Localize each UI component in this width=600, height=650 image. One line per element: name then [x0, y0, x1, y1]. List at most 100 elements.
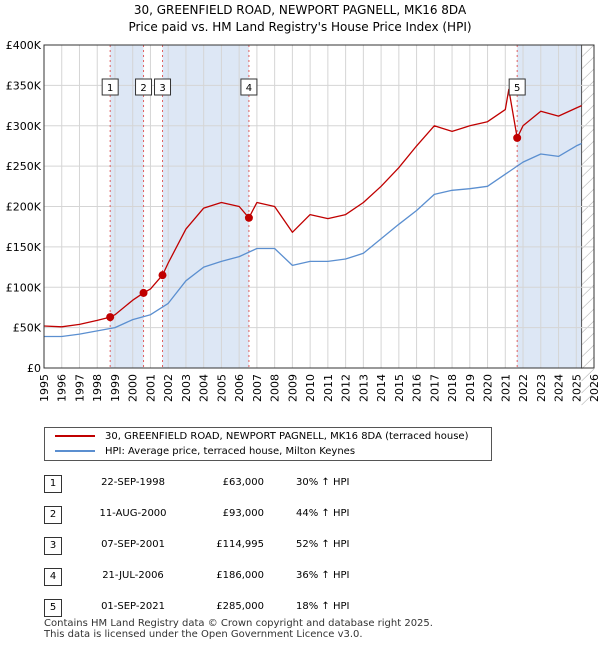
shaded-ranges — [110, 44, 595, 406]
legend-label-hpi: HPI: Average price, terraced house, Milt… — [105, 446, 356, 457]
x-tick-label: 2000 — [127, 374, 140, 402]
transaction-date: 21-JUL-2006 — [102, 570, 164, 581]
future-hatch — [581, 392, 595, 406]
future-hatch — [581, 140, 595, 154]
y-tick-label: £50K — [13, 322, 42, 335]
x-tick-label: 2025 — [570, 374, 583, 402]
x-tick-label: 2003 — [180, 374, 193, 402]
future-hatch — [581, 164, 595, 178]
future-hatch — [581, 92, 595, 106]
y-tick-label: £100K — [6, 281, 42, 294]
transaction-price: £63,000 — [222, 477, 264, 488]
transaction-hpi-change: 44% ↑ HPI — [296, 508, 350, 519]
x-tick-label: 2010 — [304, 374, 317, 402]
x-tick-label: 2015 — [393, 374, 406, 402]
x-tick-label: 2005 — [215, 374, 228, 402]
transaction-row-3: 3 07-SEP-2001 £114,995 52% ↑ HPI — [44, 537, 404, 555]
transaction-hpi-change: 36% ↑ HPI — [296, 570, 350, 581]
legend-item-hpi: HPI: Average price, terraced house, Milt… — [55, 445, 355, 459]
transaction-number: 5 — [44, 599, 62, 617]
future-hatch — [581, 80, 595, 94]
plot-frame — [43, 44, 595, 369]
transaction-point-2 — [139, 288, 148, 297]
future-hatch — [581, 128, 595, 142]
x-tick-label: 2009 — [286, 374, 299, 402]
transaction-date: 22-SEP-1998 — [101, 477, 165, 488]
legend-swatch-hpi — [55, 450, 95, 452]
x-axis-ticks: 1995 1996 1997 1998 1999 2000 2001 2002 2003 2004… — [38, 374, 600, 402]
x-tick-label: 2014 — [375, 374, 388, 402]
transaction-number: 2 — [44, 506, 62, 524]
x-tick-label: 2018 — [446, 374, 459, 402]
transaction-marker-label-2: 2 — [140, 83, 146, 94]
x-tick-label: 2012 — [340, 374, 353, 402]
y-tick-label: £350K — [6, 79, 42, 92]
transaction-date: 01-SEP-2021 — [101, 601, 165, 612]
transaction-price: £114,995 — [216, 539, 264, 550]
future-hatch — [581, 356, 595, 370]
x-tick-label: 1995 — [38, 374, 51, 402]
transaction-row-1: 1 22-SEP-1998 £63,000 30% ↑ HPI — [44, 475, 404, 493]
x-tick-label: 1997 — [73, 374, 86, 402]
transaction-point-5 — [513, 133, 522, 142]
legend-label-property: 30, GREENFIELD ROAD, NEWPORT PAGNELL, MK… — [105, 431, 469, 442]
future-hatch — [581, 308, 595, 322]
x-tick-label: 1998 — [91, 374, 104, 402]
future-hatch — [581, 44, 595, 58]
x-tick-label: 2001 — [144, 374, 157, 402]
x-tick-label: 2008 — [269, 374, 282, 402]
x-tick-label: 1996 — [56, 374, 69, 402]
y-tick-label: £300K — [6, 120, 42, 133]
x-tick-label: 2016 — [411, 374, 424, 402]
hpi-line — [44, 142, 582, 338]
x-tick-label: 2013 — [357, 374, 370, 402]
transaction-points — [106, 133, 522, 322]
y-tick-label: £150K — [6, 241, 42, 254]
future-hatch — [581, 260, 595, 274]
future-hatch — [581, 212, 595, 226]
transaction-date: 07-SEP-2001 — [101, 539, 165, 550]
transaction-date: 11-AUG-2000 — [99, 508, 167, 519]
x-tick-label: 2022 — [517, 374, 530, 402]
transaction-marker-box-4 — [240, 78, 258, 96]
x-tick-label: 2007 — [251, 374, 264, 402]
transaction-price: £93,000 — [222, 508, 264, 519]
transaction-row-4: 4 21-JUL-2006 £186,000 36% ↑ HPI — [44, 568, 404, 586]
future-hatch — [581, 176, 595, 190]
transaction-row-5: 5 01-SEP-2021 £285,000 18% ↑ HPI — [44, 599, 404, 617]
transaction-marker-label-3: 3 — [159, 83, 165, 94]
x-tick-label: 2011 — [322, 374, 335, 402]
legend-swatch-property — [55, 435, 95, 437]
future-hatch — [581, 332, 595, 346]
transaction-hpi-change: 52% ↑ HPI — [296, 539, 350, 550]
y-axis-ticks: £0 £50K £100K £150K £200K £250K £300K £350K £400… — [6, 39, 42, 375]
transaction-number: 3 — [44, 537, 62, 555]
transaction-price: £285,000 — [216, 601, 264, 612]
title-line-2: Price paid vs. HM Land Registry's House … — [128, 20, 472, 34]
future-hatch — [581, 188, 595, 202]
y-tick-label: £250K — [6, 160, 42, 173]
future-hatch — [581, 320, 595, 334]
future-hatch — [581, 152, 595, 166]
title-line-1: 30, GREENFIELD ROAD, NEWPORT PAGNELL, MK… — [133, 3, 467, 17]
transaction-row-2: 2 11-AUG-2000 £93,000 44% ↑ HPI — [44, 506, 404, 524]
transaction-marker-label-1: 1 — [107, 83, 113, 94]
x-tick-label: 2019 — [464, 374, 477, 402]
transaction-number: 4 — [44, 568, 62, 586]
y-tick-label: £0 — [27, 362, 41, 375]
x-tick-label: 2006 — [233, 374, 246, 402]
x-tick-label: 2024 — [553, 374, 566, 402]
future-hatch — [581, 248, 595, 262]
x-tick-label: 2023 — [535, 374, 548, 402]
future-hatch — [581, 380, 595, 394]
x-tick-label: 2017 — [428, 374, 441, 402]
series-lines — [43, 88, 582, 338]
transaction-hpi-change: 30% ↑ HPI — [296, 477, 350, 488]
future-hatch — [581, 296, 595, 310]
transaction-marker-box-2 — [135, 78, 153, 96]
transaction-marker-box-5 — [508, 78, 526, 96]
transaction-marker-box-1 — [101, 78, 119, 96]
price-chart: 1 2 3 4 5 £0 £50K £100K £150K £200K £250K £300K £35… — [6, 39, 600, 406]
transaction-vlines — [109, 45, 518, 368]
future-hatch — [581, 368, 595, 382]
